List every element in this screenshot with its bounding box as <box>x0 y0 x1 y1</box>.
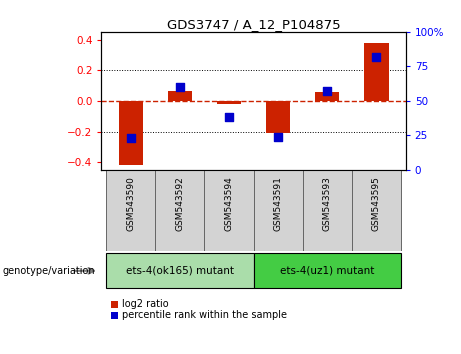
Text: genotype/variation: genotype/variation <box>2 266 95 276</box>
Bar <box>217 101 241 104</box>
Point <box>274 134 282 139</box>
Text: GSM543590: GSM543590 <box>126 176 136 231</box>
Text: percentile rank within the sample: percentile rank within the sample <box>122 310 287 320</box>
Bar <box>106 253 254 288</box>
Text: GSM543594: GSM543594 <box>225 176 234 231</box>
Text: GSM543591: GSM543591 <box>273 176 283 231</box>
Title: GDS3747 / A_12_P104875: GDS3747 / A_12_P104875 <box>167 18 340 31</box>
Point <box>372 54 380 59</box>
Text: GSM543592: GSM543592 <box>176 176 184 231</box>
Bar <box>168 91 192 101</box>
Bar <box>155 170 205 251</box>
Bar <box>254 170 302 251</box>
Bar <box>205 170 254 251</box>
Point <box>324 88 331 94</box>
Point <box>127 135 135 141</box>
Text: ets-4(uz1) mutant: ets-4(uz1) mutant <box>280 265 374 275</box>
Bar <box>364 42 389 101</box>
Text: ets-4(ok165) mutant: ets-4(ok165) mutant <box>126 265 234 275</box>
Point <box>225 115 233 120</box>
Bar <box>352 170 401 251</box>
Bar <box>118 101 143 165</box>
Text: GSM543593: GSM543593 <box>323 176 331 231</box>
Bar <box>302 170 352 251</box>
Text: GSM543595: GSM543595 <box>372 176 381 231</box>
Bar <box>266 101 290 133</box>
Bar <box>315 92 339 101</box>
Bar <box>254 253 401 288</box>
Text: log2 ratio: log2 ratio <box>122 299 169 309</box>
Bar <box>106 170 155 251</box>
Point <box>176 84 183 90</box>
